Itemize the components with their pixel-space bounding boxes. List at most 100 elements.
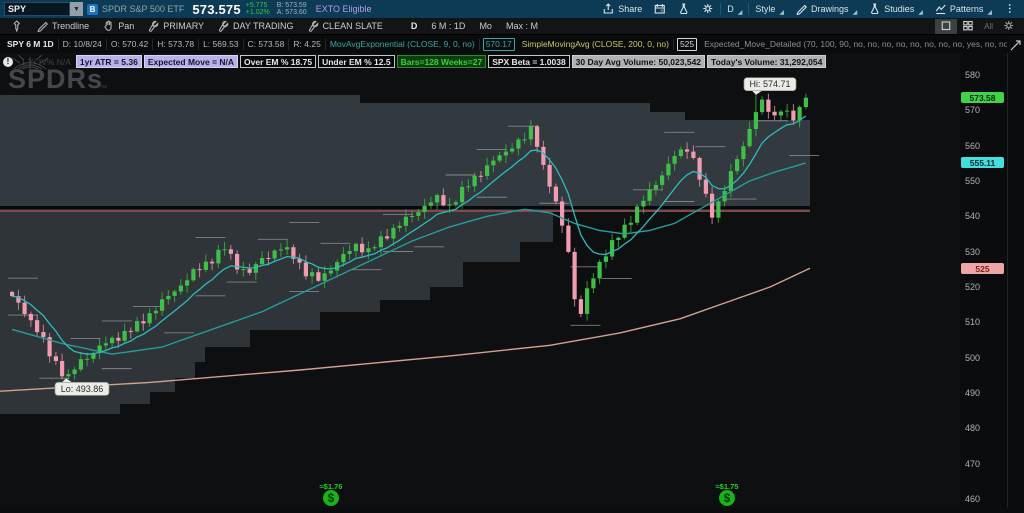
study-chip: Today's Volume: 31,292,054 (707, 55, 827, 68)
share-icon (603, 3, 615, 15)
axis-tick: 540 (965, 211, 981, 221)
single-chart-layout-button[interactable] (935, 18, 958, 34)
low-label: Lo: 493.86 (54, 378, 110, 396)
status-segment: D: 10/8/24 (59, 39, 107, 50)
drawings-menu-button[interactable]: Drawings ◢ (790, 0, 863, 18)
price-axis[interactable]: 580 570 560 550 540 530 520 510 500 490 480 470 460 5… (960, 53, 1008, 508)
timeframe-6-m-1d[interactable]: 6 M : 1D (431, 21, 466, 31)
svg-text:Lo: 493.86: Lo: 493.86 (61, 384, 104, 394)
study-chip: Expected Move = N/A (143, 55, 239, 68)
study-value-badge: 570.17 (482, 38, 515, 51)
trendline-tool-button[interactable]: Trendline (30, 18, 96, 34)
dividend-marker[interactable]: ≈$1.76 $ (320, 482, 343, 506)
pencil-icon (796, 3, 808, 15)
pin-tool-button[interactable] (4, 18, 30, 34)
slow-ema-line (11, 162, 806, 355)
svg-text:≈$1.76: ≈$1.76 (320, 482, 343, 491)
status-segment: C: 573.58 (244, 39, 290, 50)
axis-tick: 480 (965, 423, 981, 433)
status-segment: MovAvgExponential (CLOSE, 9, 0, no) (326, 39, 480, 50)
pin-icon (11, 20, 23, 32)
timeframe-d[interactable]: D (410, 21, 418, 31)
axis-tick: 510 (965, 317, 981, 327)
axis-tick: 500 (965, 353, 981, 363)
svg-text:$: $ (328, 493, 335, 505)
ema-9-line (11, 115, 807, 355)
symbol-input[interactable]: SPY (4, 2, 70, 16)
status-segment: SimpleMovingAvg (CLOSE, 200, 0, no) (518, 39, 674, 50)
horizontal-price-lines[interactable] (0, 206, 810, 212)
drawing-edit-icon[interactable] (1009, 39, 1022, 57)
flask-icon (678, 3, 690, 15)
change-value: +5.775 (245, 2, 268, 9)
expected-move-segments (8, 120, 820, 379)
status-segment: H: 573.78 (153, 39, 200, 50)
svg-text:$: $ (724, 493, 731, 505)
status-segment: Expected_Move_Detailed (70, 100, 90, no,… (700, 39, 1007, 50)
axis-price-badge: 525 (961, 263, 1004, 274)
d-menu-button[interactable]: D ◢ (727, 4, 743, 16)
study-chip: 1 Yr IV% N/A (21, 56, 71, 67)
symbol-link-icon[interactable]: B (87, 3, 98, 15)
chart-toolbar: Trendline Pan PRIMARY DAY TRADING CLEAN SLAT… (0, 18, 1024, 35)
timeframe-max-m[interactable]: Max : M (505, 21, 538, 31)
status-segment: L: 569.53 (199, 39, 244, 50)
change-percent: +1.02% (245, 9, 270, 16)
symbol-dropdown-button[interactable]: ▼ (70, 2, 83, 16)
dots-icon (1004, 3, 1016, 15)
primary-tool-button[interactable]: PRIMARY (141, 18, 211, 34)
sma-200-line (0, 267, 811, 392)
svg-text:SPDRs: SPDRs (8, 64, 103, 94)
symbol-bar: SPY ▼ B SPDR S&P 500 ETF 573.575 +5.775 … (0, 0, 1024, 18)
pencil-icon (37, 20, 49, 32)
axis-tick: 560 (965, 141, 981, 151)
candlestick-series (10, 93, 808, 380)
all-charts-button[interactable]: All (984, 21, 993, 31)
studies-menu-button[interactable]: Studies ◢ (863, 0, 929, 18)
toolbar-divider (720, 3, 722, 15)
axis-tick: 470 (965, 459, 981, 469)
gear-icon (702, 3, 714, 15)
axis-tick: 520 (965, 282, 981, 292)
axis-price-badge: 573.58 (961, 92, 1004, 103)
status-segment: SPY 6 M 1D (3, 39, 59, 50)
gear-menu-button[interactable] (696, 0, 720, 18)
study-chip: Bars=128 Weeks=27 (396, 55, 487, 68)
clean-slate-tool-button[interactable]: CLEAN SLATE (301, 18, 390, 34)
layout-settings-icon[interactable] (998, 19, 1020, 34)
study-label-chips: ! 1 Yr IV% N/A 1yr ATR = 5.36 Expected Mov… (3, 55, 827, 68)
axis-tick: 460 (965, 494, 981, 504)
study-value-badge: 525 (676, 38, 698, 51)
wrench-icon (308, 20, 320, 32)
flask-menu-button[interactable] (672, 0, 696, 18)
timeframe-mo[interactable]: Mo (479, 21, 492, 31)
day-trading-tool-button[interactable]: DAY TRADING (211, 18, 301, 34)
exto-eligible-label: EXTO Eligible (315, 4, 372, 14)
axis-price-badge: 555.11 (961, 157, 1004, 168)
dots-menu-button[interactable] (998, 0, 1022, 18)
price-chart[interactable]: SPDRs ™ Hi: 574.71 Lo: 493.86 ≈$1.76 $ ≈… (0, 53, 961, 508)
pan-tool-button[interactable]: Pan (96, 18, 141, 34)
dividend-marker[interactable]: ≈$1.75 $ (716, 482, 739, 506)
hand-icon (103, 20, 115, 32)
axis-tick: 490 (965, 388, 981, 398)
toolbar-divider (748, 3, 750, 15)
high-label: Hi: 574.71 (743, 77, 797, 95)
svg-text:™: ™ (100, 85, 107, 92)
axis-tick: 570 (965, 105, 981, 115)
calendar-menu-button[interactable] (648, 0, 672, 18)
status-segment: R: 4.25 (289, 39, 326, 50)
drawing-tools: Trendline Pan PRIMARY DAY TRADING CLEAN SLAT… (4, 18, 390, 34)
volume-profile (0, 95, 810, 414)
symbol-combo[interactable]: SPY ▼ (4, 2, 83, 16)
timeframe-group: D 6 M : 1D Mo Max : M (404, 18, 545, 34)
style-menu-button[interactable]: Style ◢ (755, 4, 785, 16)
study-chip: 30 Day Avg Volume: 50,023,542 (571, 55, 706, 68)
grid-layout-button[interactable] (957, 19, 979, 34)
share-menu-button[interactable]: Share (597, 0, 648, 18)
fund-name: SPDR S&P 500 ETF (102, 4, 185, 14)
chart-canvas: SPDRs ™ Hi: 574.71 Lo: 493.86 ≈$1.76 $ ≈… (0, 54, 820, 506)
axis-tick: 530 (965, 247, 981, 257)
patterns-menu-button[interactable]: Patterns ◢ (929, 0, 998, 18)
